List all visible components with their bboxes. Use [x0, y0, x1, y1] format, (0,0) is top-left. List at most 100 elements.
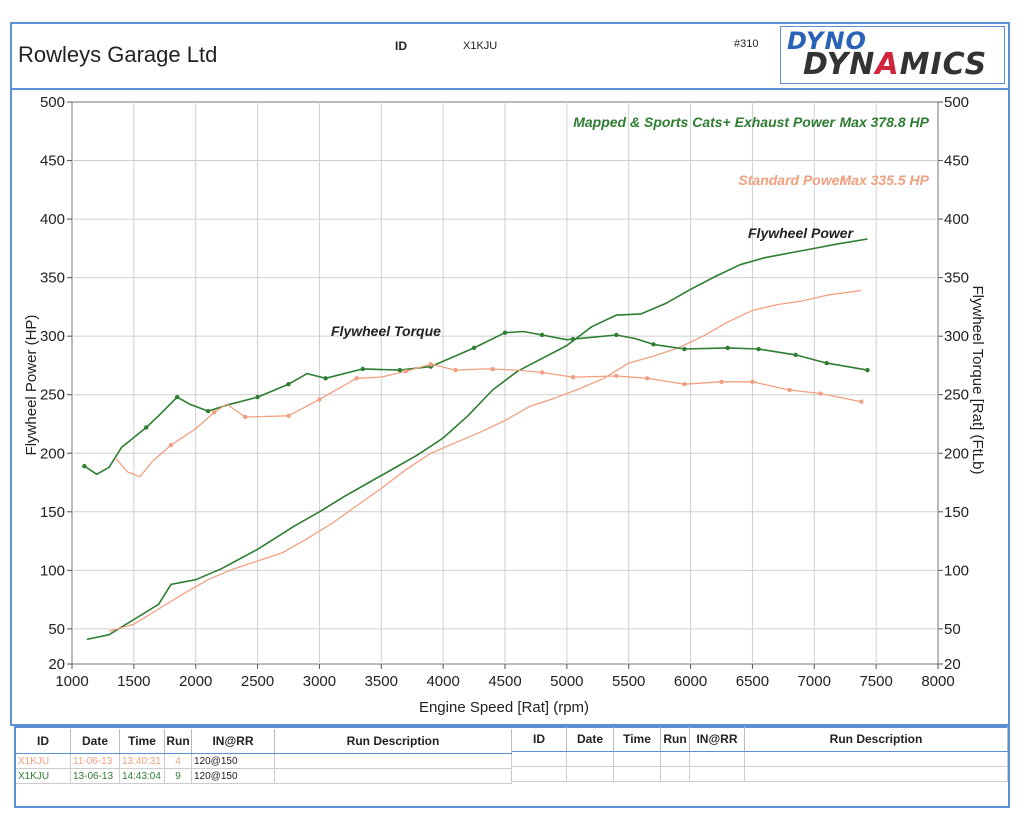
y2-tick-label: 350: [944, 270, 969, 287]
x-tick-label: 1000: [55, 673, 88, 690]
row-date: 13-06-13: [70, 768, 120, 784]
marker-mapped-torque: [397, 367, 403, 373]
table-row[interactable]: X1KJU 13-06-13 14:43:04 9 120@150: [16, 768, 512, 784]
runs-table-right: ID Date Time Run IN@RR Run Description: [512, 727, 1008, 782]
x-tick-label: 5500: [612, 673, 645, 690]
x-tick-label: 7000: [798, 673, 831, 690]
marker-standard-torque: [428, 362, 433, 367]
marker-mapped-torque: [144, 425, 149, 430]
marker-standard-torque: [243, 414, 248, 420]
annotation-flywheel-power: Flywheel Power: [748, 225, 855, 241]
marker-mapped-torque: [793, 352, 798, 358]
x-tick-label: 3500: [365, 673, 398, 690]
y-tick-label: 300: [40, 328, 65, 345]
marker-standard-torque: [859, 399, 864, 404]
y-tick-label: 100: [40, 562, 65, 579]
y2-tick-label: 50: [944, 621, 961, 638]
marker-mapped-torque: [725, 345, 730, 351]
row-inrr: 120@150: [191, 753, 275, 769]
col-description: Run Description: [274, 729, 512, 754]
x-tick-label: 4500: [488, 673, 521, 690]
col-description-right: Run Description: [744, 727, 1008, 752]
col-time-right: Time: [613, 727, 661, 752]
y-tick-label: 50: [48, 621, 65, 638]
marker-mapped-torque: [651, 342, 656, 347]
y2-tick-label: 200: [944, 445, 969, 462]
row-inrr: 120@150: [191, 768, 275, 784]
marker-mapped-torque: [865, 367, 870, 373]
marker-standard-torque: [614, 373, 619, 379]
marker-mapped-torque: [255, 394, 260, 400]
table-row: [512, 751, 1008, 767]
y2-tick-label: 400: [944, 211, 969, 228]
marker-standard-torque: [787, 387, 792, 393]
x-tick-label: 2000: [179, 673, 212, 690]
col-inrr-right: IN@RR: [689, 727, 745, 752]
series-line-mapped-power: [86, 238, 868, 641]
table-row: [512, 766, 1008, 782]
row-run: 4: [164, 753, 192, 769]
marker-standard-torque: [354, 376, 359, 381]
marker-mapped-torque: [570, 336, 576, 342]
marker-standard-torque: [818, 391, 823, 396]
col-id: ID: [16, 729, 71, 754]
marker-standard-torque: [682, 381, 687, 387]
series-markers: [82, 330, 870, 469]
y2-tick-label: 250: [944, 387, 969, 404]
marker-mapped-torque: [682, 346, 687, 352]
col-id-right: ID: [512, 727, 567, 752]
series-line-standard-torque: [114, 363, 862, 478]
marker-mapped-torque: [502, 330, 508, 335]
y-tick-label: 450: [40, 153, 65, 170]
legend-mapped-name: Mapped & Sports Cats+ Exhaust Power: [573, 114, 836, 130]
legend-standard-max: Max 335.5 HP: [840, 172, 930, 188]
marker-mapped-torque: [824, 360, 829, 366]
col-run-right: Run: [660, 727, 690, 752]
series-line-standard-power: [108, 289, 862, 632]
y2-tick-label: 500: [944, 94, 969, 111]
marker-standard-torque: [317, 397, 322, 402]
x-tick-label: 6500: [736, 673, 769, 690]
marker-standard-torque: [645, 376, 650, 381]
y-tick-label: 400: [40, 211, 65, 228]
legend-mapped-max: Max 378.8 HP: [840, 114, 930, 130]
legend-standard-name: Standard Power: [738, 172, 846, 188]
marker-mapped-torque: [471, 345, 477, 351]
marker-mapped-torque: [286, 381, 291, 387]
y2-tick-label: 100: [944, 562, 969, 579]
row-id: X1KJU: [16, 753, 71, 769]
company-name: Rowleys Garage Ltd: [18, 42, 218, 67]
x-tick-label: 6000: [674, 673, 707, 690]
row-time: 13:40:31: [119, 753, 165, 769]
x-tick-label: 2500: [241, 673, 274, 690]
marker-standard-torque: [168, 442, 174, 448]
logo-line1: DYNO: [787, 27, 867, 55]
marker-mapped-torque: [174, 394, 180, 400]
dyno-dynamics-logo: DYNO DYNAMICS: [780, 26, 1005, 84]
x-tick-label: 3000: [303, 673, 336, 690]
logo-line2: DYNAMICS: [803, 47, 988, 82]
marker-standard-torque: [453, 367, 458, 373]
row-desc: [274, 768, 512, 784]
annotation-flywheel-torque: Flywheel Torque: [331, 323, 441, 339]
marker-mapped-torque: [360, 366, 365, 372]
x-axis-label: Engine Speed [Rat] (rpm): [419, 699, 589, 716]
y-tick-label: 200: [40, 445, 65, 462]
marker-mapped-torque: [539, 332, 545, 338]
marker-standard-torque: [212, 410, 217, 415]
chart-frame: [10, 88, 1010, 726]
runs-header-row: ID Date Time Run IN@RR Run Description: [16, 729, 512, 754]
marker-standard-torque: [570, 374, 576, 380]
row-run: 9: [164, 768, 192, 784]
y-tick-label: 350: [40, 270, 65, 287]
row-id: X1KJU: [16, 768, 71, 784]
marker-mapped-torque: [756, 346, 761, 352]
col-date-right: Date: [566, 727, 614, 752]
y2-tick-label: 150: [944, 504, 969, 521]
table-row[interactable]: X1KJU 11-06-13 13:40:31 4 120@150: [16, 753, 512, 769]
y-tick-label: 250: [40, 387, 65, 404]
marker-mapped-torque: [205, 408, 211, 414]
marker-standard-torque: [539, 370, 545, 375]
row-desc: [274, 753, 512, 769]
row-time: 14:43:04: [119, 768, 165, 784]
